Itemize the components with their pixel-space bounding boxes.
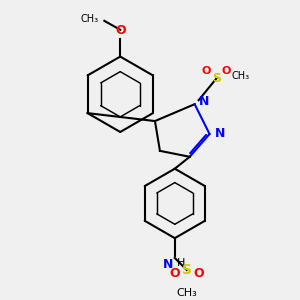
Text: O: O <box>169 267 180 280</box>
Text: O: O <box>193 267 204 280</box>
Text: CH₃: CH₃ <box>231 71 250 81</box>
Text: O: O <box>222 66 231 76</box>
Text: H: H <box>177 258 185 268</box>
Text: O: O <box>202 66 211 76</box>
Text: S: S <box>212 72 221 85</box>
Text: N: N <box>199 95 209 108</box>
Text: N: N <box>214 128 225 140</box>
Text: CH₃: CH₃ <box>176 288 197 298</box>
Text: CH₃: CH₃ <box>80 14 98 24</box>
Text: N: N <box>162 258 173 271</box>
Text: O: O <box>115 24 125 37</box>
Text: S: S <box>182 263 192 277</box>
